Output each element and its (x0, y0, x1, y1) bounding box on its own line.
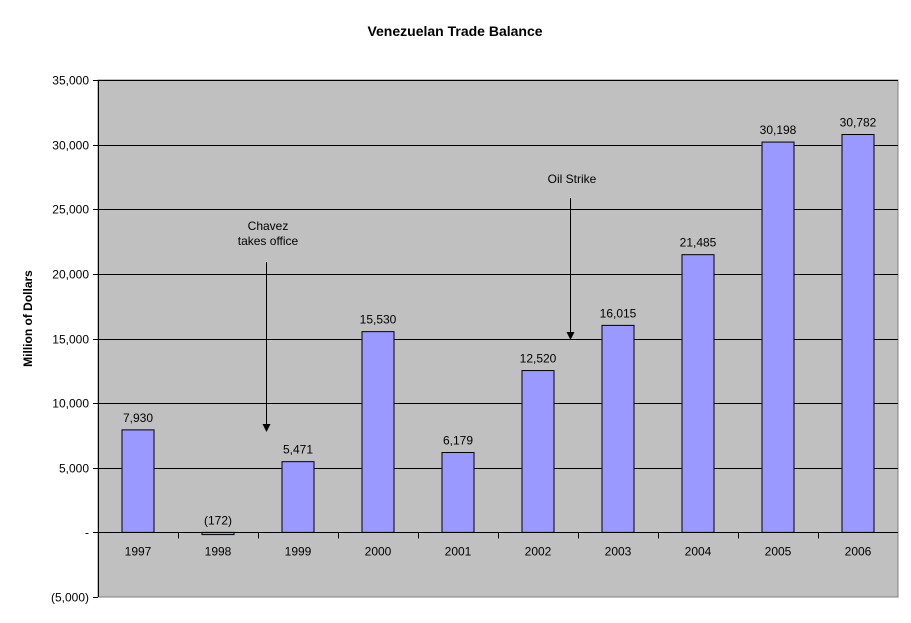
bar-1997 (121, 429, 155, 533)
x-tick-label-2004: 2004 (685, 545, 712, 559)
bar-2005 (761, 141, 795, 533)
annotation-text: Chavez takes office (238, 219, 299, 248)
data-label-1999: 5,471 (283, 443, 313, 457)
data-label-2005: 30,198 (760, 123, 797, 137)
bar-2006 (841, 134, 875, 533)
plot-area: (5,000) - 5,000 10,000 15,000 20,000 25,000 30,… (51, 74, 899, 605)
annotation-line: takes office (238, 234, 299, 248)
x-tick-label-2003: 2003 (605, 545, 632, 559)
annotation-arrow-head (566, 332, 575, 340)
y-tick-label: 15,000 (52, 333, 89, 347)
data-label-1997: 7,930 (123, 411, 153, 425)
bar-2002 (521, 370, 555, 533)
data-label-2000: 15,530 (360, 313, 397, 327)
annotation-1: Oil Strike (548, 172, 597, 340)
bar-2001 (441, 452, 475, 533)
y-tick-label: 5,000 (59, 462, 89, 476)
x-tick-label-2001: 2001 (445, 545, 472, 559)
bar-2004 (681, 254, 715, 533)
chart-title: Venezuelan Trade Balance (367, 23, 542, 39)
y-tick-label: 10,000 (52, 397, 89, 411)
annotation-text: Oil Strike (548, 172, 597, 186)
x-tick-label-1997: 1997 (125, 545, 152, 559)
annotation-line: Oil Strike (548, 172, 597, 186)
annotation-0: Chavez takes office (238, 219, 299, 432)
y-tick-label: (5,000) (51, 591, 89, 605)
y-axis-label: Million of Dollars (21, 270, 35, 367)
data-label-2002: 12,520 (520, 352, 557, 366)
data-label-1998: (172) (204, 513, 232, 527)
data-label-2003: 16,015 (600, 306, 637, 320)
bar-1999 (281, 461, 315, 533)
bar-2000 (361, 331, 395, 533)
x-tick-label-2002: 2002 (525, 545, 552, 559)
data-label-2001: 6,179 (443, 434, 473, 448)
x-tick-label-1999: 1999 (285, 545, 312, 559)
x-tick-label-2006: 2006 (845, 545, 872, 559)
x-tick-label-1998: 1998 (205, 545, 232, 559)
data-label-2006: 30,782 (840, 116, 877, 130)
y-tick-label: 30,000 (52, 139, 89, 153)
x-tick-label-2005: 2005 (765, 545, 792, 559)
data-label-2004: 21,485 (680, 236, 717, 250)
y-tick-label: - (85, 526, 89, 540)
y-tick-label: 35,000 (52, 74, 89, 88)
annotation-line: Chavez (248, 219, 289, 233)
bar-2003 (601, 324, 635, 533)
annotation-arrow-head (262, 424, 271, 432)
y-tick-label: 20,000 (52, 268, 89, 282)
y-tick-label: 25,000 (52, 203, 89, 217)
x-tick-label-2000: 2000 (365, 545, 392, 559)
